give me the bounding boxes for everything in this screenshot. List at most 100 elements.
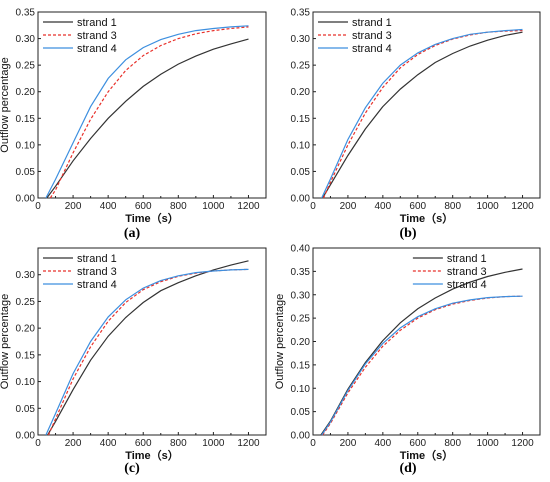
y-tick-label: 0.15: [291, 114, 311, 125]
y-tick-label: 0.40: [291, 244, 311, 255]
x-tick-label: 1200: [511, 438, 534, 449]
x-tick-label: 400: [100, 201, 117, 212]
plot-frame: [37, 11, 267, 199]
x-tick-label: 800: [444, 201, 461, 212]
x-tick-label: 200: [65, 438, 82, 449]
y-tick-label: 0.15: [291, 360, 311, 371]
y-tick-label: 0.30: [291, 34, 311, 45]
plot-frame: [312, 11, 541, 199]
y-tick-label: 0.20: [291, 337, 311, 348]
series-line: [49, 26, 249, 199]
series-line: [47, 268, 249, 436]
y-tick-label: 0.05: [16, 404, 36, 415]
panel-label: (b): [399, 226, 416, 241]
legend-label: strand 1: [447, 253, 487, 265]
y-tick-label: 0.35: [291, 267, 311, 278]
x-tick-label: 200: [340, 201, 357, 212]
x-tick-label: 0: [35, 201, 41, 212]
legend-label: strand 4: [447, 279, 487, 291]
y-tick-label: 0.05: [16, 167, 36, 178]
legend-label: strand 1: [77, 253, 117, 265]
y-tick-label: 0.00: [16, 194, 36, 205]
chart-panel: 0 200 400 600 800 1000 1200 0.00 0.05 0.10 0.15 0.2…: [0, 247, 267, 476]
legend-label: strand 1: [352, 17, 392, 29]
legend-label: strand 4: [352, 43, 392, 55]
series-line: [46, 38, 249, 199]
x-axis-label: Time（s）: [400, 449, 454, 462]
x-tick-label: 0: [310, 201, 316, 212]
x-tick-label: 600: [135, 201, 152, 212]
panel-label: (d): [399, 461, 416, 476]
y-tick-label: 0.00: [16, 431, 36, 442]
y-tick-label: 0.20: [16, 324, 36, 335]
legend-label: strand 3: [447, 266, 487, 278]
y-axis-label: Outflow percentage: [0, 294, 11, 389]
y-tick-label: 0.20: [291, 87, 311, 98]
x-tick-label: 800: [170, 438, 187, 449]
x-tick-label: 600: [135, 438, 152, 449]
x-tick-label: 1200: [511, 201, 534, 212]
x-tick-label: 400: [375, 201, 392, 212]
x-tick-label: 1000: [476, 438, 499, 449]
y-tick-label: 0.10: [291, 384, 311, 395]
legend-label: strand 4: [77, 43, 117, 55]
legend-label: strand 1: [77, 17, 117, 29]
legend-label: strand 3: [77, 30, 117, 42]
y-tick-label: 0.25: [16, 297, 36, 308]
x-axis-label: Time（s）: [125, 212, 179, 225]
legend-label: strand 3: [77, 266, 117, 278]
chart-panel: 0 200 400 600 800 1000 1200 0.00 0.05 0.10 0.15 0.2…: [274, 244, 541, 476]
x-axis-label: Time（s）: [125, 449, 179, 462]
plot-frame: [312, 247, 541, 436]
series-line: [322, 31, 523, 199]
legend-label: strand 3: [352, 30, 392, 42]
x-tick-label: 800: [444, 438, 461, 449]
panel-label: (c): [124, 461, 140, 476]
y-tick-label: 0.05: [291, 167, 311, 178]
x-tick-label: 1200: [237, 201, 260, 212]
plot-frame: [37, 247, 267, 436]
y-axis-label: Outflow percentage: [274, 294, 286, 389]
x-tick-label: 800: [170, 201, 187, 212]
series-line: [321, 295, 523, 436]
y-tick-label: 0.25: [16, 61, 36, 72]
panel-label: (a): [124, 226, 141, 241]
y-tick-label: 0.15: [16, 350, 36, 361]
series-line: [45, 25, 249, 199]
y-tick-label: 0.25: [291, 61, 311, 72]
y-tick-label: 0.20: [16, 87, 36, 98]
x-tick-label: 1200: [237, 438, 260, 449]
y-tick-label: 0.30: [16, 34, 36, 45]
x-tick-label: 400: [100, 438, 117, 449]
y-tick-label: 0.05: [291, 407, 311, 418]
x-axis-label: Time（s）: [400, 212, 454, 225]
x-tick-label: 0: [310, 438, 316, 449]
x-tick-label: 600: [409, 201, 426, 212]
series-line: [45, 268, 249, 436]
y-tick-label: 0.10: [16, 377, 36, 388]
y-tick-label: 0.10: [291, 140, 311, 151]
x-tick-label: 400: [375, 438, 392, 449]
x-tick-label: 1000: [202, 201, 225, 212]
series-line: [322, 30, 523, 199]
legend-label: strand 4: [77, 279, 117, 291]
series-line: [320, 268, 523, 436]
series-line: [47, 260, 249, 436]
y-tick-label: 0.30: [291, 290, 311, 301]
series-line: [321, 28, 523, 199]
series-line: [322, 295, 523, 436]
x-tick-label: 200: [65, 201, 82, 212]
y-tick-label: 0.35: [16, 8, 36, 19]
chart-panel: 0 200 400 600 800 1000 1200 0.00 0.05 0.10 0.15 0.2…: [0, 8, 267, 241]
chart-panel: 0 200 400 600 800 1000 1200 0.00 0.05 0.10 0.15 0.2…: [291, 8, 541, 241]
x-tick-label: 0: [35, 438, 41, 449]
y-tick-label: 0.00: [291, 194, 311, 205]
x-tick-label: 600: [409, 438, 426, 449]
y-axis-label: Outflow percentage: [0, 57, 11, 152]
y-tick-label: 0.00: [291, 431, 311, 442]
y-tick-label: 0.30: [16, 270, 36, 281]
y-tick-label: 0.15: [16, 114, 36, 125]
x-tick-label: 1000: [476, 201, 499, 212]
x-tick-label: 1000: [202, 438, 225, 449]
